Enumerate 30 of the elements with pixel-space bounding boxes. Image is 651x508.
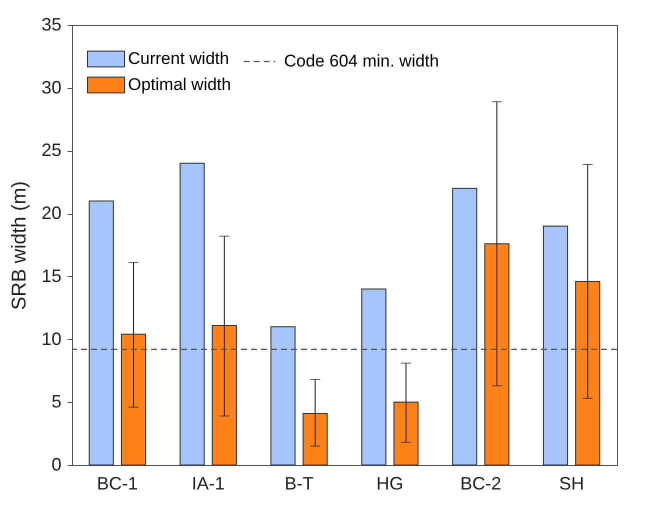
bar — [361, 288, 386, 466]
x-tick-label: B-T — [284, 474, 314, 494]
legend-label: Optimal width — [128, 75, 231, 94]
bar — [484, 243, 510, 466]
y-tick-label: 35 — [41, 14, 62, 34]
bar — [302, 412, 328, 466]
bar — [180, 162, 205, 466]
y-tick-label: 15 — [41, 266, 62, 286]
bar — [212, 324, 237, 466]
x-tick-label: SH — [559, 474, 584, 494]
bar — [575, 280, 600, 466]
y-tick-label: 25 — [41, 140, 62, 160]
bar — [542, 226, 568, 466]
bar — [270, 326, 296, 466]
x-tick-label: HG — [376, 474, 404, 494]
y-tick-label: 20 — [41, 203, 62, 224]
bar — [452, 188, 478, 466]
bar — [88, 200, 114, 466]
y-tick-label: 30 — [41, 77, 62, 98]
x-tick-label: BC-1 — [96, 474, 138, 494]
x-tick-label: BC-2 — [460, 474, 502, 494]
y-tick-label: 0 — [51, 454, 62, 474]
bar — [120, 334, 146, 466]
y-tick-label: 5 — [51, 392, 62, 412]
bar — [393, 402, 419, 466]
y-axis-title: SRB width (m) — [8, 181, 30, 310]
x-tick-label: IA-1 — [192, 474, 225, 494]
y-tick-label: 10 — [41, 328, 62, 349]
legend-label: Code 604 min. width — [284, 52, 439, 70]
legend-label: Current width — [128, 49, 230, 68]
